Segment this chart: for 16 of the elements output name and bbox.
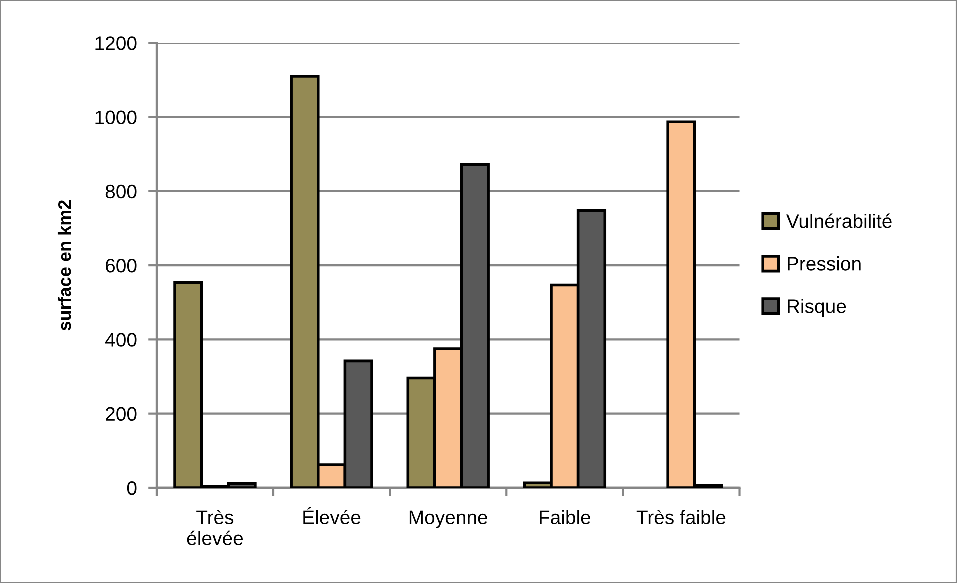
x-tick-label: Moyenne: [410, 510, 488, 528]
y-tick-label: 400: [106, 333, 137, 347]
y-tick-label: 600: [106, 259, 137, 273]
x-tick-label: Très élevée: [187, 510, 244, 546]
y-tick-label: 0: [127, 481, 137, 496]
y-tick-label: 1000: [96, 110, 137, 125]
legend-label: Vulnérabilité: [786, 214, 892, 228]
y-tick-label: 800: [106, 184, 137, 199]
x-tick-label: Faible: [540, 510, 591, 524]
legend-label: Risque: [788, 299, 846, 318]
x-tick-label: Élevée: [304, 507, 361, 524]
x-tick-label: Très faible: [636, 510, 726, 524]
y-tick-label: 200: [106, 407, 137, 422]
y-axis-title: surface en km2: [58, 200, 72, 331]
legend-label: Pression: [788, 256, 861, 271]
y-tick-label: 1200: [96, 36, 137, 50]
